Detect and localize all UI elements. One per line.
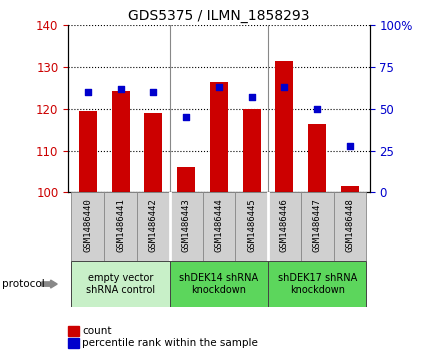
Bar	[177, 167, 195, 192]
Text: GSM1486441: GSM1486441	[116, 199, 125, 252]
Bar	[144, 113, 162, 192]
Text: GSM1486440: GSM1486440	[83, 199, 92, 252]
Bar	[242, 109, 260, 192]
Bar	[79, 111, 97, 192]
Text: shDEK14 shRNA
knockdown: shDEK14 shRNA knockdown	[180, 273, 258, 295]
Title: GDS5375 / ILMN_1858293: GDS5375 / ILMN_1858293	[128, 9, 310, 23]
Point	[183, 114, 190, 120]
Text: GSM1486447: GSM1486447	[313, 199, 322, 252]
Bar	[268, 261, 367, 307]
Text: protocol: protocol	[2, 279, 45, 289]
Bar	[334, 192, 367, 261]
Bar	[170, 261, 268, 307]
Text: GSM1486448: GSM1486448	[345, 199, 355, 252]
Point	[117, 86, 124, 92]
Point	[346, 143, 353, 148]
Bar	[170, 192, 202, 261]
Bar	[235, 192, 268, 261]
Bar	[71, 192, 104, 261]
Bar	[137, 192, 170, 261]
Point	[216, 84, 223, 90]
Bar	[112, 91, 130, 192]
Bar	[71, 261, 170, 307]
Point	[84, 89, 92, 95]
Bar	[275, 61, 293, 192]
Text: GSM1486443: GSM1486443	[182, 199, 191, 252]
Text: empty vector
shRNA control: empty vector shRNA control	[86, 273, 155, 295]
Point	[248, 94, 255, 100]
Bar	[268, 192, 301, 261]
Point	[150, 89, 157, 95]
Point	[314, 106, 321, 112]
Text: GSM1486442: GSM1486442	[149, 199, 158, 252]
Text: percentile rank within the sample: percentile rank within the sample	[82, 338, 258, 348]
Bar	[308, 123, 326, 192]
Text: GSM1486444: GSM1486444	[214, 199, 224, 252]
Bar	[202, 192, 235, 261]
Text: count: count	[82, 326, 112, 336]
Bar	[301, 192, 334, 261]
Text: GSM1486446: GSM1486446	[280, 199, 289, 252]
Text: GSM1486445: GSM1486445	[247, 199, 256, 252]
Bar	[341, 186, 359, 192]
Point	[281, 84, 288, 90]
Bar	[210, 82, 228, 192]
Bar	[104, 192, 137, 261]
Text: shDEK17 shRNA
knockdown: shDEK17 shRNA knockdown	[278, 273, 357, 295]
